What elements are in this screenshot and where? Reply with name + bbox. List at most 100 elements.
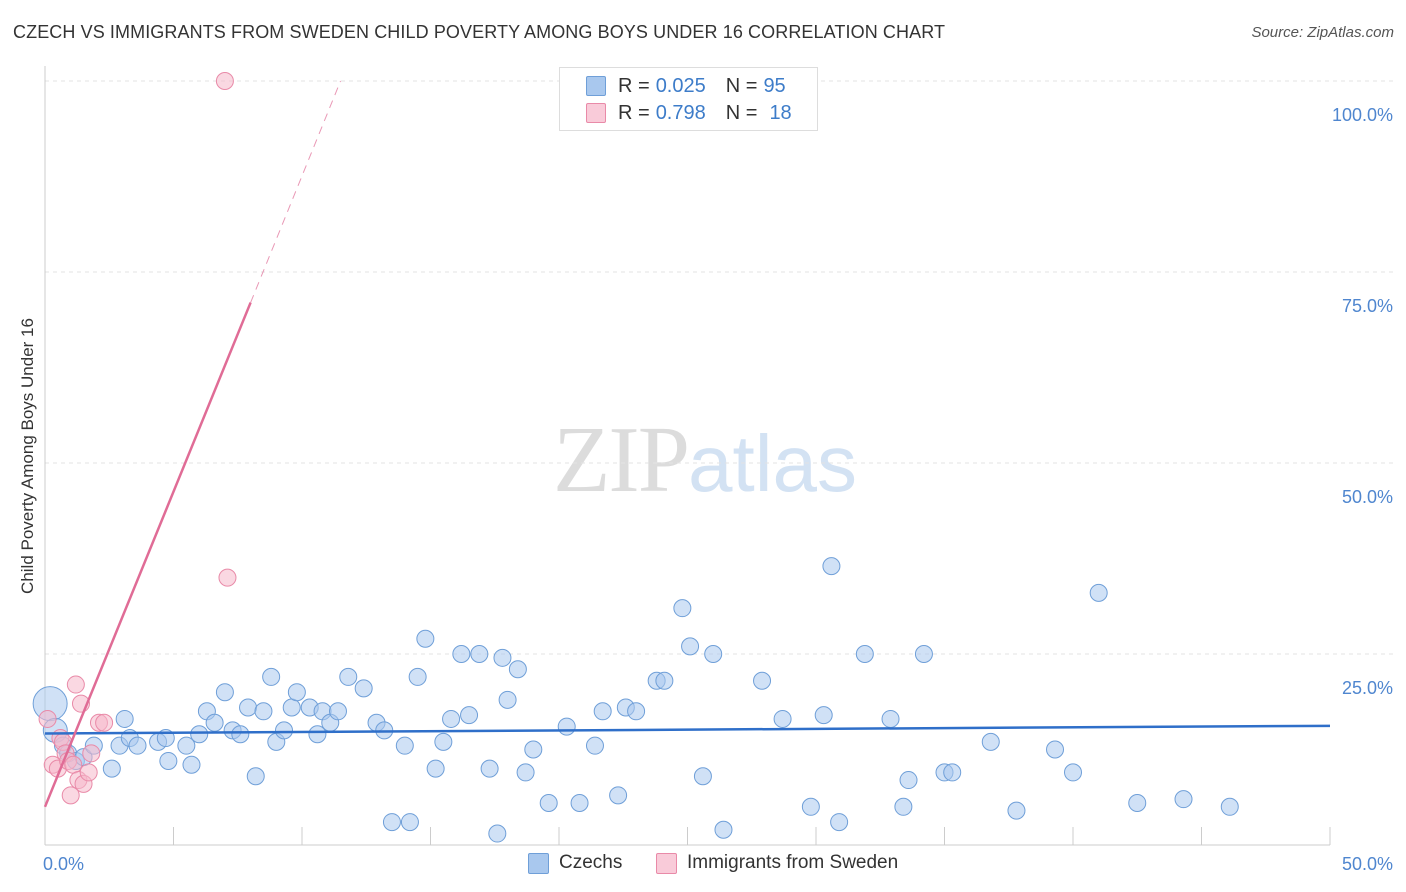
correlation-legend: R = 0.025 N = 95 R = 0.798 N = 18 [559, 67, 818, 131]
czech-point [426, 759, 445, 778]
czech-point [400, 813, 419, 832]
y-tick-label: 50.0% [1342, 487, 1393, 507]
czech-point [177, 736, 196, 755]
czech-point [493, 648, 512, 667]
y-tick-label: 25.0% [1342, 678, 1393, 698]
czech-point [914, 645, 933, 663]
czech-point [205, 713, 224, 732]
czech-point [1007, 801, 1026, 820]
czech-point [354, 679, 373, 698]
czech-point [339, 667, 358, 686]
czech-point [102, 759, 121, 778]
czech-point [899, 771, 918, 790]
czech-point [881, 709, 900, 728]
czech-point [830, 813, 849, 832]
czech-point [1128, 793, 1147, 812]
czech-points [32, 557, 1239, 843]
czech-point [508, 660, 527, 679]
czech-point [282, 698, 301, 717]
x-tick-label: 0.0% [43, 854, 84, 874]
czech-point [570, 793, 589, 812]
czech-point [704, 645, 723, 663]
legend-n-label: N = [725, 101, 758, 124]
czech-point [452, 645, 471, 663]
czech-point [894, 797, 913, 816]
sweden-trend-line [43, 302, 252, 808]
sweden-point [79, 763, 98, 782]
czech-point [442, 709, 461, 728]
czech-point [416, 629, 435, 648]
czech-point [159, 751, 178, 770]
legend-n-value: 95 [763, 74, 786, 97]
legend-swatch-czech [586, 76, 606, 96]
legend-item-czechs: Czechs [528, 852, 622, 874]
y-axis-label: Child Poverty Among Boys Under 16 [18, 318, 37, 594]
czech-point [239, 698, 258, 717]
czech-point [539, 793, 558, 812]
tick-labels: 25.0% 50.0% 75.0% 100.0% 0.0% 50.0% [43, 105, 1393, 874]
czech-point [480, 759, 499, 778]
y-tick-label: 100.0% [1332, 105, 1393, 125]
czech-point [395, 736, 414, 755]
czech-point [308, 725, 327, 744]
czech-point [408, 667, 427, 686]
czech-point [1220, 797, 1239, 816]
czech-point [262, 667, 281, 686]
y-tick-label: 75.0% [1342, 296, 1393, 316]
czech-point [328, 702, 347, 721]
czech-point [981, 732, 1000, 751]
sweden-point [215, 72, 234, 90]
legend-swatch-sweden [656, 852, 677, 874]
czech-point [557, 717, 576, 736]
czech-point [498, 690, 517, 709]
legend-n-label: N = [725, 74, 758, 97]
czech-point [673, 599, 692, 618]
sweden-point [38, 709, 57, 728]
czech-point [681, 637, 700, 656]
sweden-point [61, 786, 80, 805]
sweden-points [38, 72, 237, 805]
source-credit: Source: ZipAtlas.com [1251, 24, 1394, 41]
sweden-trend-extension [250, 80, 342, 303]
trend-lines [43, 80, 1331, 808]
czech-point [182, 755, 201, 774]
czech-point [753, 671, 772, 690]
czech-point [275, 721, 294, 740]
sweden-point [82, 744, 101, 763]
czech-point [855, 645, 874, 663]
czech-point [524, 740, 543, 759]
czech-point [693, 767, 712, 786]
legend-swatch-czech [528, 852, 549, 874]
watermark: ZIPatlas [553, 405, 857, 514]
sweden-point [64, 755, 83, 774]
x-tick-label: 50.0% [1342, 854, 1393, 874]
czech-point [488, 824, 507, 843]
czech-point [773, 709, 792, 728]
czech-point [460, 706, 479, 725]
series-legend: Czechs Immigrants from Sweden [0, 852, 1406, 878]
czech-point [943, 763, 962, 782]
legend-label-czechs: Czechs [559, 852, 623, 873]
legend-r-label: R = [618, 74, 650, 97]
czech-trend-line [44, 724, 1331, 735]
czech-point [609, 786, 628, 805]
czech-point [1046, 740, 1065, 759]
czech-point [593, 702, 612, 721]
watermark-atlas: atlas [688, 419, 857, 508]
czech-point [655, 671, 674, 690]
czech-point [254, 702, 273, 721]
czech-point [287, 683, 306, 702]
czech-point [585, 736, 604, 755]
czech-point [1089, 583, 1108, 602]
czech-point [470, 645, 489, 663]
czech-point [822, 557, 841, 576]
legend-row-czech: R = 0.025 N = 95 [586, 74, 786, 98]
czech-point [714, 820, 733, 839]
chart-title: CZECH VS IMMIGRANTS FROM SWEDEN CHILD PO… [13, 22, 946, 42]
legend-r-value: 0.025 [655, 74, 706, 97]
czech-point [801, 797, 820, 816]
czech-point [627, 702, 646, 721]
czech-point [516, 763, 535, 782]
czech-point [246, 767, 265, 786]
